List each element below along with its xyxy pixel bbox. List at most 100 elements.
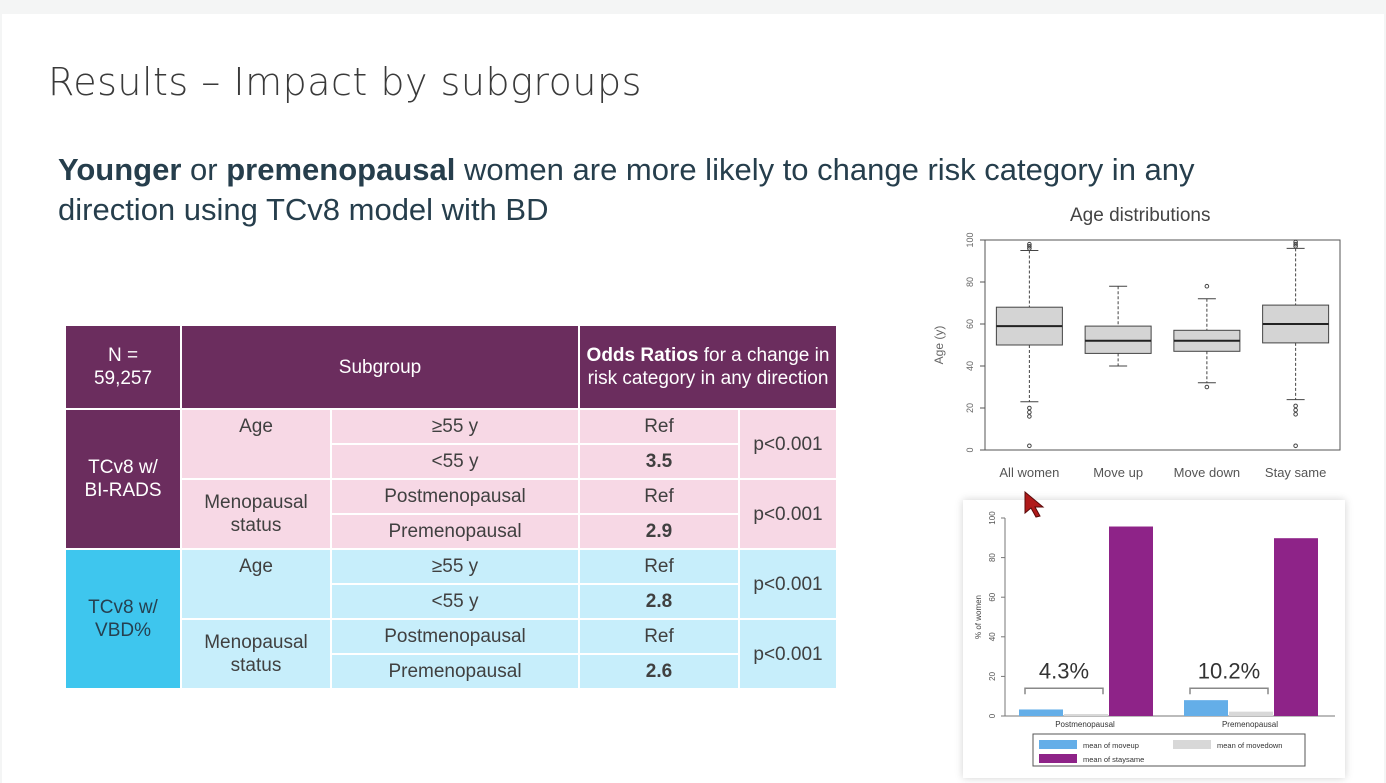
boxplot-frame	[984, 239, 1341, 451]
annotation-bracket	[1024, 687, 1104, 695]
age-boxplot: 0 20 40 60 80 100 Age (y) All women Move up Move …	[932, 232, 1341, 480]
mouse-pointer-icon	[1024, 490, 1045, 518]
legend-swatch	[1173, 740, 1211, 749]
table-row: Premenopausal 2.6	[66, 654, 837, 690]
y-tick-label: 20	[988, 671, 997, 680]
header-n-value: 59,257	[93, 368, 153, 389]
annotation-bracket	[1189, 687, 1269, 695]
menopausal-label-line2: status	[230, 515, 282, 536]
outlier-point	[1293, 239, 1298, 245]
legend-label: mean of staysame	[1083, 755, 1144, 764]
slide-title: Results – Impact by subgroups	[48, 60, 642, 104]
bar-mean-of-movedown	[1229, 711, 1273, 716]
percent-women-barchart: 0 20 40 60 80 100 % of women 4.3% Postmenopausal…	[974, 511, 1335, 767]
outlier-point	[1027, 241, 1032, 247]
y-tick-label: 80	[965, 277, 975, 287]
legend-label: mean of moveup	[1083, 741, 1139, 750]
y-tick-label: 80	[988, 553, 997, 562]
outlier-point	[1027, 244, 1032, 249]
table-row: Menopausal status Postmenopausal Ref p<0…	[66, 619, 838, 690]
table-row: TCv8 w/ BI-RADS Age ≥55 y Ref p<0.001	[66, 409, 838, 550]
y-tick-label: 100	[965, 232, 975, 247]
group-label-vbd: TCv8 w/ VBD%	[66, 549, 182, 690]
legend-swatch	[1039, 740, 1077, 749]
x-category-label: Stay same	[1265, 465, 1326, 480]
boxplot-title: Age distributions	[1070, 205, 1211, 226]
menopausal-label-line2: status	[230, 655, 282, 676]
group-label-line1: TCv8 w/	[88, 457, 158, 478]
table-row: Premenopausal 2.9	[66, 514, 837, 550]
legend-swatch	[1039, 754, 1077, 763]
outlier-point	[1027, 414, 1032, 419]
y-tick-label: 20	[965, 403, 975, 413]
y-tick-label: 0	[965, 447, 975, 452]
odds-ratio-cell: 2.8	[579, 584, 740, 620]
odds-ratio-cell: 2.9	[579, 514, 740, 550]
legend-box	[1032, 733, 1306, 767]
y-tick-label: 0	[988, 713, 997, 718]
subgroup-cell: ≥55 y	[331, 549, 580, 585]
group-label-birads: TCv8 w/ BI-RADS	[66, 409, 182, 550]
headline-text-or: or	[181, 152, 227, 187]
odds-ratio-cell: Ref	[579, 549, 740, 585]
header-n-cell: N = 59,257	[66, 326, 182, 410]
table-row: Menopausal status Postmenopausal Ref p<0…	[66, 479, 838, 550]
group-label-line1: TCv8 w/	[88, 597, 158, 618]
y-axis-label: Age (y)	[932, 326, 946, 365]
header-odds-ratios-rest: for a change in risk category in any dir…	[587, 345, 830, 389]
odds-ratio-cell: Ref	[579, 409, 740, 445]
annotation-label: 10.2%	[1198, 658, 1260, 683]
p-value-cell: p<0.001	[739, 479, 838, 550]
y-tick-label: 40	[965, 361, 975, 371]
subgroup-cell: <55 y	[331, 444, 580, 480]
header-subgroup: Subgroup	[181, 326, 580, 410]
headline-bold-premenopausal: premenopausal	[226, 152, 456, 187]
subgroup-cell: Postmenopausal	[331, 479, 580, 515]
x-category-label: Move up	[1093, 465, 1143, 480]
x-category-label: Move down	[1174, 465, 1240, 480]
box	[1084, 325, 1152, 354]
outlier-point	[1293, 412, 1298, 417]
odds-ratio-cell: 3.5	[579, 444, 740, 480]
group-label-line2: VBD%	[95, 620, 151, 641]
menopausal-label-cell: Menopausal status	[181, 619, 332, 690]
subgroup-cell: Premenopausal	[331, 514, 580, 550]
annotation-label: 4.3%	[1039, 658, 1089, 683]
p-value-cell: p<0.001	[739, 619, 838, 690]
y-tick-label: 40	[988, 632, 997, 641]
odds-ratio-table: N = 59,257 Subgroup Odds Ratios for a ch…	[66, 326, 838, 690]
barchart-panel: 0 20 40 60 80 100 % of women 4.3% Postmenopausal…	[963, 500, 1345, 778]
table-row: <55 y 2.8	[66, 584, 837, 620]
age-label-cell: Age	[181, 409, 332, 480]
outlier-point	[1027, 246, 1032, 251]
headline: Younger or premenopausal women are more …	[58, 150, 1318, 230]
legend-label: mean of movedown	[1217, 741, 1282, 750]
odds-ratio-cell: 2.6	[579, 654, 740, 690]
header-n-label: N =	[107, 345, 139, 366]
menopausal-label-line1: Menopausal	[204, 492, 308, 513]
subgroup-cell: Premenopausal	[331, 654, 580, 690]
header-odds-ratios-bold: Odds Ratios	[586, 345, 699, 366]
outlier-point	[1204, 283, 1210, 289]
y-tick-label: 100	[988, 511, 997, 525]
outlier-point	[1293, 241, 1298, 247]
table-header-row: N = 59,257 Subgroup Odds Ratios for a ch…	[66, 326, 838, 410]
bar-mean-of-movedown	[1064, 714, 1108, 716]
x-category-label: All women	[999, 465, 1059, 480]
odds-ratio-cell: Ref	[579, 619, 740, 655]
y-tick-label: 60	[988, 592, 997, 601]
subgroup-cell: ≥55 y	[331, 409, 580, 445]
header-odds-ratios: Odds Ratios for a change in risk categor…	[579, 326, 838, 410]
outlier-point	[1293, 443, 1298, 449]
outlier-point	[1027, 409, 1032, 415]
outlier-point	[1293, 244, 1298, 249]
outlier-point	[1293, 407, 1298, 413]
bar-mean-of-moveup	[1184, 700, 1228, 716]
subgroup-cell: <55 y	[331, 584, 580, 620]
odds-ratio-cell: Ref	[579, 479, 740, 515]
menopausal-label-line1: Menopausal	[204, 632, 308, 653]
bar-mean-of-staysame	[1109, 526, 1153, 716]
headline-bold-younger: Younger	[58, 152, 182, 187]
age-label-cell: Age	[181, 549, 332, 620]
p-value-cell: p<0.001	[739, 409, 838, 480]
